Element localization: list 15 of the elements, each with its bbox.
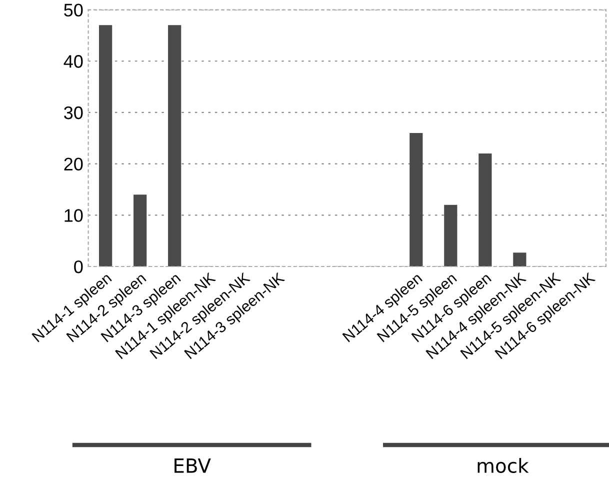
bar (168, 25, 182, 267)
bar (134, 194, 147, 267)
y-tick-label: 30 (64, 106, 83, 120)
y-tick-label: 10 (64, 209, 83, 222)
y-tick-label: 40 (64, 55, 83, 68)
y-tick-label: 50 (64, 4, 83, 16)
bar (410, 133, 423, 267)
bar (478, 154, 492, 267)
bar (513, 252, 526, 267)
text: mock (478, 458, 529, 474)
y-tick-label: 0 (74, 260, 83, 274)
y-tick-label: 20 (64, 158, 83, 171)
bar (99, 25, 112, 267)
text: EBV (174, 458, 211, 473)
bar (444, 204, 458, 267)
